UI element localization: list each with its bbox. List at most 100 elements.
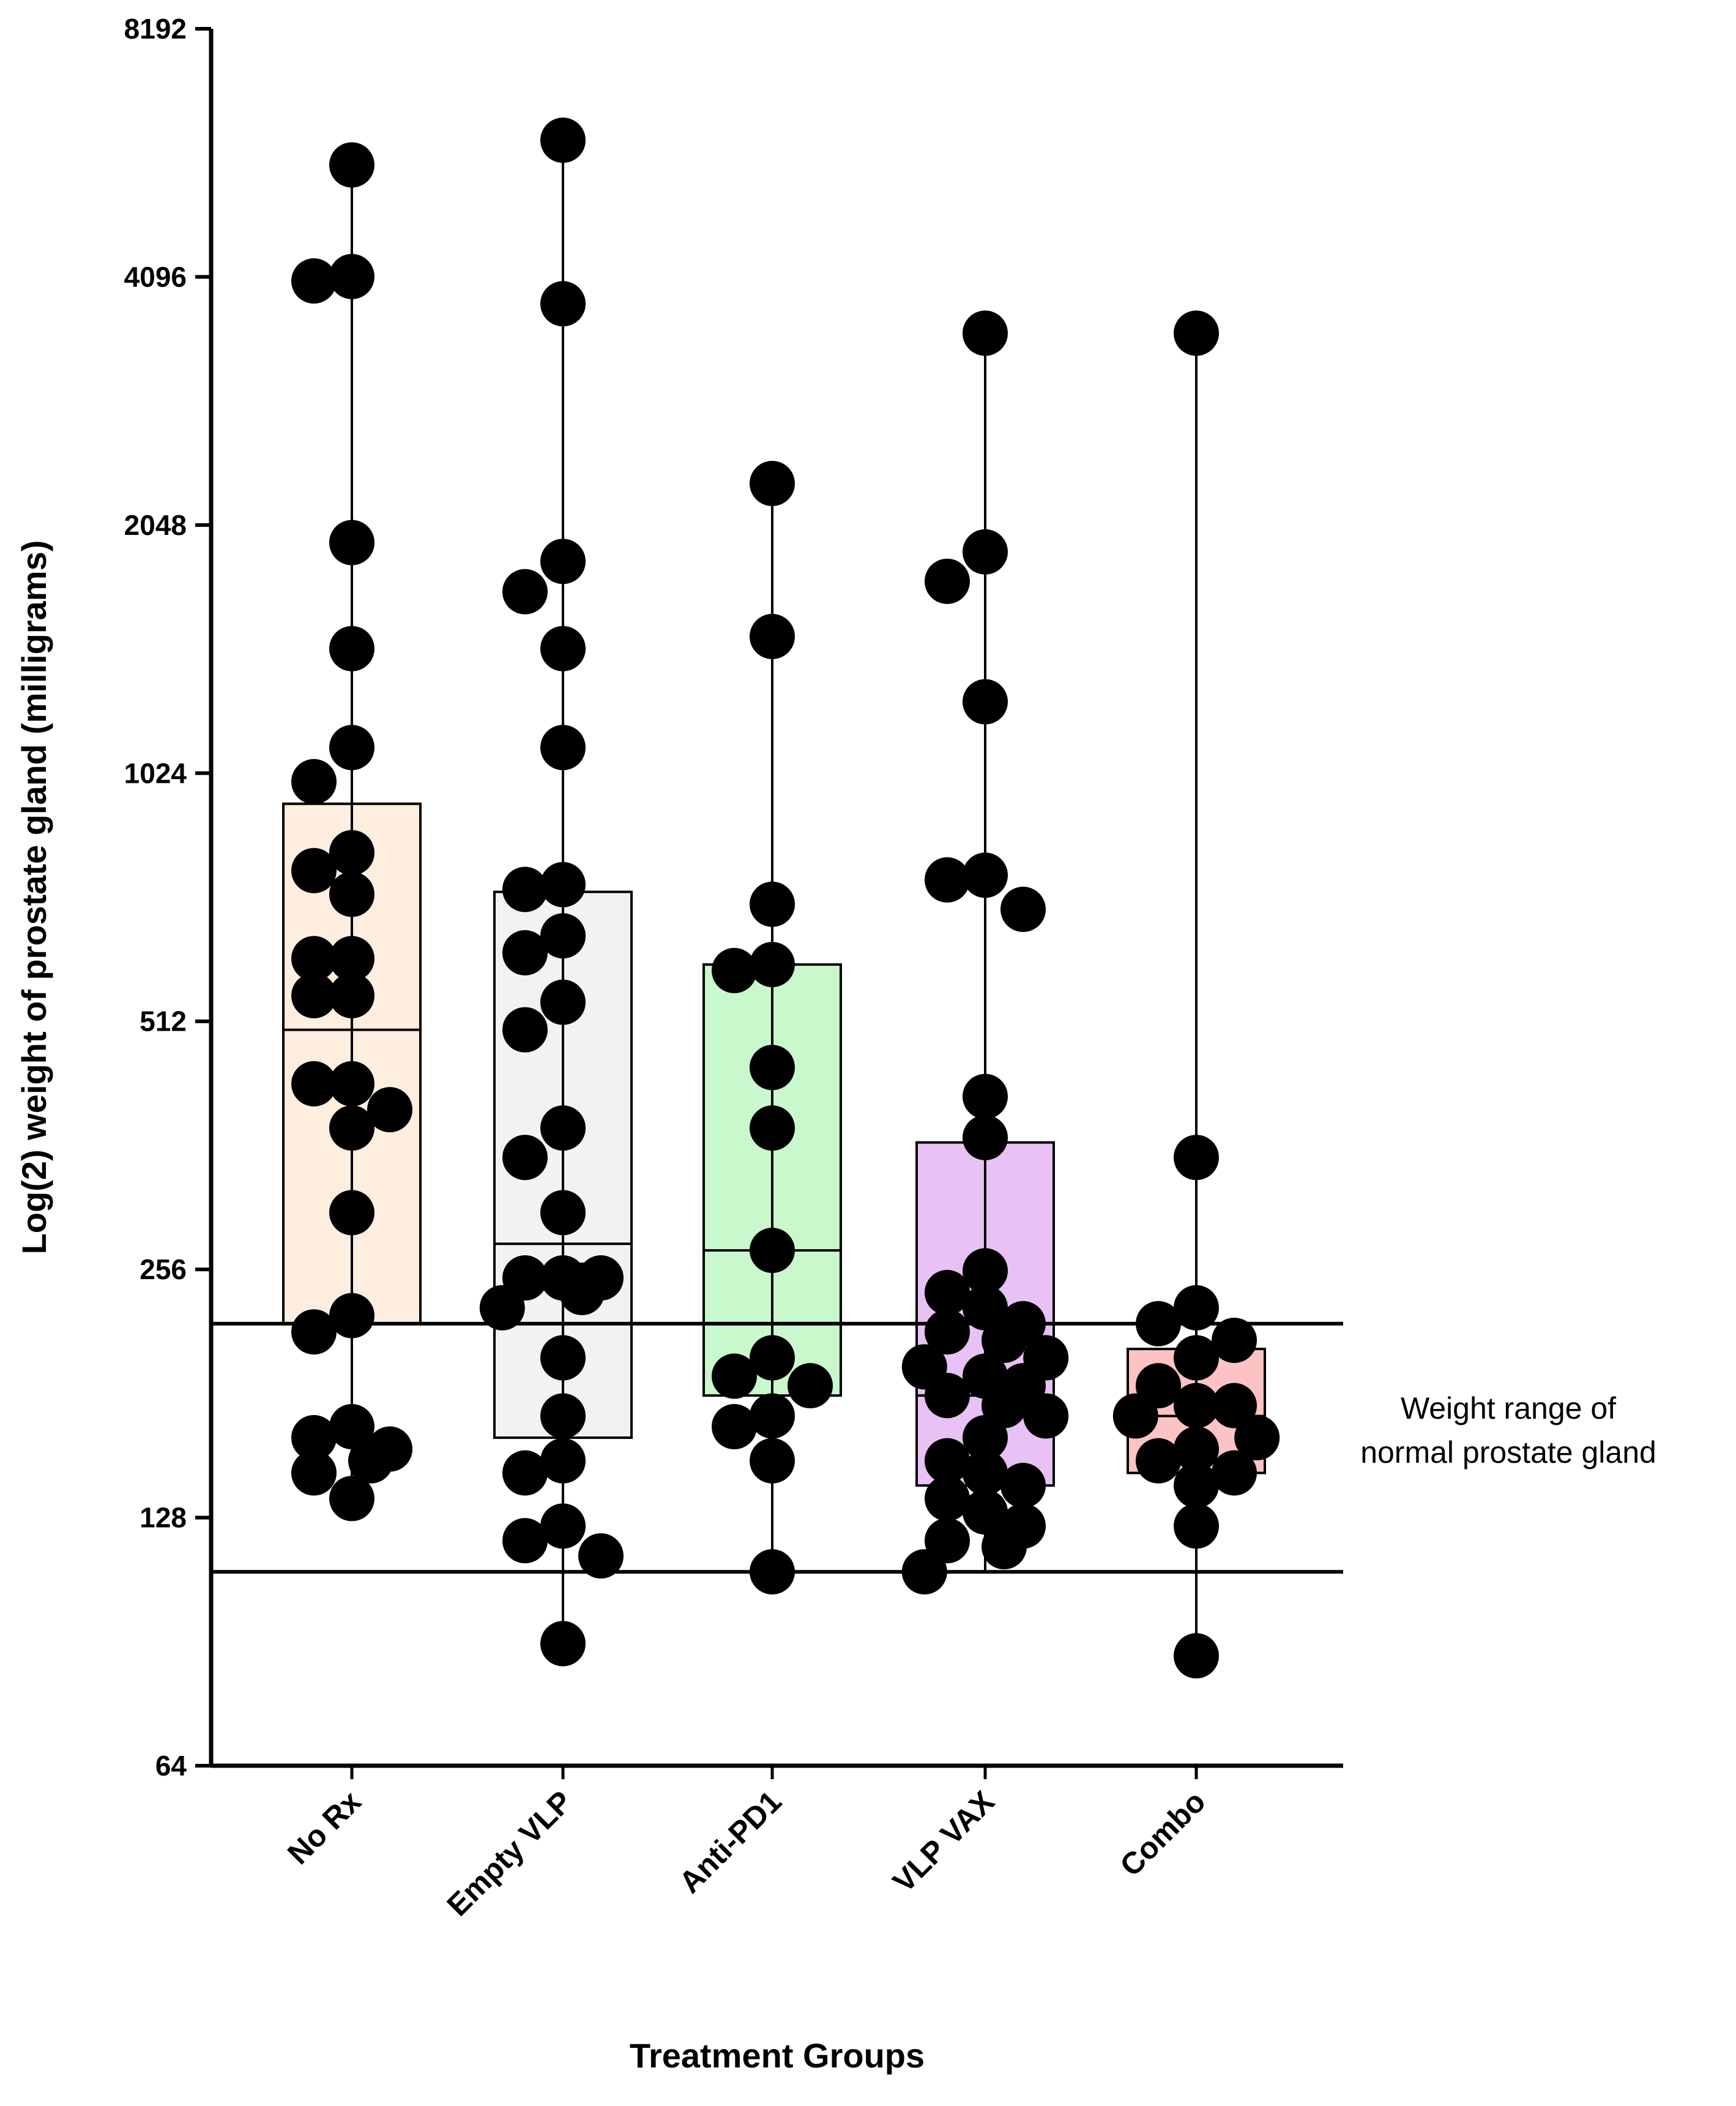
data-point-vlp-vax xyxy=(1000,886,1046,932)
data-point-combo xyxy=(1212,1383,1257,1428)
data-point-no-rx xyxy=(291,258,337,304)
data-point-vlp-vax xyxy=(925,1309,970,1355)
data-point-combo xyxy=(1174,1503,1219,1549)
data-point-combo xyxy=(1136,1438,1181,1484)
annotation-line-2: normal prostate gland xyxy=(1360,1435,1656,1469)
data-point-empty-vlp xyxy=(578,1533,624,1579)
data-point-no-rx xyxy=(291,1415,337,1461)
data-point-vlp-vax xyxy=(1023,1393,1069,1439)
category-label-empty-vlp: Empty VLP xyxy=(441,1784,579,1922)
data-point-combo xyxy=(1112,1393,1158,1439)
data-point-combo xyxy=(1174,1463,1219,1509)
data-point-combo xyxy=(1174,1426,1219,1472)
data-point-no-rx xyxy=(329,253,374,299)
data-point-no-rx xyxy=(329,520,374,566)
data-point-empty-vlp xyxy=(540,725,586,771)
data-point-no-rx xyxy=(329,830,374,876)
data-point-empty-vlp xyxy=(540,1190,586,1236)
data-point-empty-vlp xyxy=(502,569,548,614)
data-point-empty-vlp xyxy=(540,1335,586,1381)
data-point-no-rx xyxy=(329,973,374,1018)
data-point-empty-vlp xyxy=(540,1503,586,1549)
data-point-combo xyxy=(1174,1285,1219,1331)
data-point-vlp-vax xyxy=(982,1317,1027,1363)
data-point-anti-pd1 xyxy=(712,947,757,993)
data-point-vlp-vax xyxy=(925,857,970,903)
data-point-anti-pd1 xyxy=(750,613,795,659)
data-point-no-rx xyxy=(329,142,374,188)
data-point-empty-vlp xyxy=(540,281,586,327)
data-point-empty-vlp xyxy=(540,118,586,163)
data-point-anti-pd1 xyxy=(750,1227,795,1273)
data-point-no-rx xyxy=(329,1293,374,1339)
y-tick-label-4096: 4096 xyxy=(124,261,187,293)
y-tick-label-2048: 2048 xyxy=(124,509,187,541)
data-point-empty-vlp xyxy=(540,1438,586,1484)
y-tick-label-8192: 8192 xyxy=(124,13,187,45)
y-axis-title: Log(2) weight of prostate gland (milligr… xyxy=(15,540,53,1255)
data-point-no-rx xyxy=(329,872,374,917)
y-tick-label-512: 512 xyxy=(140,1006,187,1037)
data-point-empty-vlp xyxy=(540,913,586,959)
category-label-vlp-vax: VLP VAX xyxy=(886,1784,1001,1899)
data-point-empty-vlp xyxy=(502,1135,548,1181)
data-point-anti-pd1 xyxy=(750,460,795,506)
data-point-anti-pd1 xyxy=(750,1335,795,1381)
data-point-no-rx xyxy=(291,936,337,982)
data-point-combo xyxy=(1212,1450,1257,1496)
data-point-combo xyxy=(1174,1383,1219,1428)
data-point-no-rx xyxy=(329,725,374,771)
data-point-vlp-vax xyxy=(925,558,970,604)
data-point-empty-vlp xyxy=(540,539,586,584)
data-point-anti-pd1 xyxy=(750,1045,795,1091)
data-point-no-rx xyxy=(291,759,337,805)
data-point-no-rx xyxy=(329,625,374,671)
data-point-empty-vlp xyxy=(502,1007,548,1053)
data-point-combo xyxy=(1174,1135,1219,1181)
data-point-vlp-vax xyxy=(982,1524,1027,1570)
data-point-empty-vlp xyxy=(540,625,586,671)
data-point-no-rx xyxy=(291,1450,337,1496)
data-point-vlp-vax xyxy=(925,1476,970,1522)
data-point-vlp-vax xyxy=(963,853,1008,898)
data-point-vlp-vax xyxy=(963,679,1008,725)
data-point-vlp-vax xyxy=(925,1518,970,1564)
data-point-empty-vlp xyxy=(502,1450,548,1496)
data-point-vlp-vax xyxy=(925,1373,970,1419)
data-point-anti-pd1 xyxy=(750,1438,795,1484)
x-axis-title: Treatment Groups xyxy=(630,2036,925,2075)
data-point-empty-vlp xyxy=(540,979,586,1025)
data-point-empty-vlp xyxy=(502,1518,548,1564)
data-point-vlp-vax xyxy=(963,1115,1008,1160)
data-point-no-rx xyxy=(329,1105,374,1151)
data-point-anti-pd1 xyxy=(750,941,795,987)
data-point-anti-pd1 xyxy=(750,1549,795,1595)
data-point-vlp-vax xyxy=(963,1450,1008,1496)
y-tick-label-256: 256 xyxy=(140,1253,187,1285)
data-point-vlp-vax xyxy=(963,310,1008,356)
data-point-no-rx xyxy=(291,1309,337,1355)
data-point-vlp-vax xyxy=(963,529,1008,575)
points-layer xyxy=(291,118,1280,1679)
data-point-vlp-vax xyxy=(925,1438,970,1484)
data-point-combo xyxy=(1174,1335,1219,1381)
data-point-vlp-vax xyxy=(1000,1463,1046,1509)
data-point-combo xyxy=(1174,310,1219,356)
data-point-combo xyxy=(1174,1633,1219,1679)
data-point-empty-vlp xyxy=(479,1285,525,1331)
data-point-combo xyxy=(1234,1415,1280,1461)
data-point-vlp-vax xyxy=(963,1489,1008,1535)
data-point-anti-pd1 xyxy=(750,881,795,927)
data-point-anti-pd1 xyxy=(750,1105,795,1151)
data-point-no-rx xyxy=(329,1061,374,1107)
data-point-empty-vlp xyxy=(540,1621,586,1667)
data-point-anti-pd1 xyxy=(712,1404,757,1450)
data-point-vlp-vax xyxy=(925,1269,970,1315)
category-label-combo: Combo xyxy=(1113,1784,1212,1883)
data-point-anti-pd1 xyxy=(788,1363,833,1409)
data-point-empty-vlp xyxy=(540,862,586,908)
data-point-no-rx xyxy=(329,1190,374,1236)
data-point-no-rx xyxy=(329,936,374,982)
data-point-no-rx xyxy=(291,848,337,894)
